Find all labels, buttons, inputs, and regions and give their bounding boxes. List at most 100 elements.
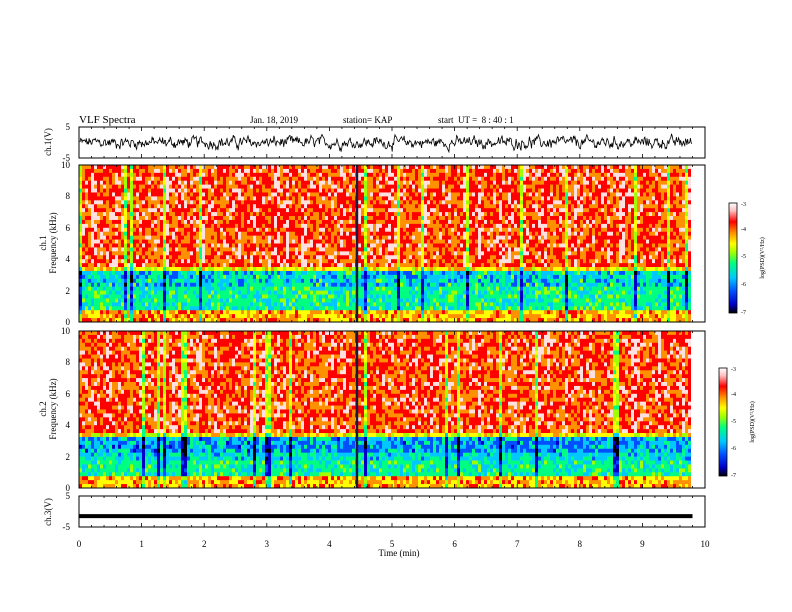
spectrogram-cell [136, 239, 139, 244]
spectrogram-cell [247, 286, 250, 291]
spectrogram-cell [430, 243, 433, 248]
spectrogram-cell [409, 259, 412, 264]
spectrogram-cell [250, 251, 253, 256]
spectrogram-cell [328, 267, 331, 272]
spectrogram-cell [280, 200, 283, 205]
spectrogram-cell [262, 274, 265, 280]
spectrogram-cell [172, 168, 175, 174]
spectrogram-cell [418, 180, 421, 185]
spectrogram-cell [373, 196, 376, 201]
spectrogram-cell [118, 314, 121, 319]
spectrogram-cell [127, 216, 130, 221]
spectrogram-cell [205, 231, 208, 236]
spectrogram-cell [250, 172, 253, 178]
spectrogram-cell [214, 243, 217, 248]
spectrogram-cell [214, 223, 217, 229]
spectrogram-cell [298, 302, 301, 307]
spectrogram-cell [265, 212, 268, 217]
spectrogram-cell [274, 223, 277, 229]
spectrogram-cell [94, 212, 97, 217]
spectrogram-cell [190, 243, 193, 248]
spectrogram-cell [289, 235, 292, 240]
spectrogram-cell [130, 192, 133, 197]
spectrogram-cell [193, 235, 196, 240]
spectrogram-cell [271, 274, 274, 280]
spectrogram-cell [178, 282, 181, 287]
spectrogram-cell [211, 255, 214, 260]
spectrogram-cell [85, 298, 88, 303]
spectrogram-cell [88, 243, 91, 248]
spectrogram-cell [112, 255, 115, 260]
spectrogram-cell [409, 306, 412, 311]
spectrogram-cell [409, 180, 412, 185]
spectrogram-cell [382, 196, 385, 201]
spectrogram-cell [193, 270, 196, 276]
spectrogram-cell [334, 270, 337, 276]
spectrogram-cell [214, 168, 217, 174]
spectrogram-cell [424, 172, 427, 178]
spectrogram-cell [340, 274, 343, 280]
spectrogram-cell [178, 298, 181, 303]
spectrogram-cell [88, 302, 91, 307]
spectrogram-cell [103, 278, 106, 284]
spectrogram-cell [112, 188, 115, 193]
spectrogram-cell [139, 310, 142, 315]
spectrogram-cell [187, 176, 190, 181]
spectrogram-cell [178, 310, 181, 315]
spectrogram-cell [259, 278, 262, 284]
spectrogram-cell [88, 318, 91, 323]
spectrogram-cell [106, 306, 109, 311]
spectrogram-cell [223, 318, 226, 323]
spectrogram-cell [214, 235, 217, 240]
spectrogram-cell [442, 216, 445, 221]
spectrogram-cell [337, 227, 340, 233]
spectrogram-cell [397, 208, 400, 213]
spectrogram-cell [142, 227, 145, 233]
spectrogram-cell [229, 318, 232, 323]
spectrogram-cell [181, 286, 184, 291]
spectrogram-cell [172, 184, 175, 189]
spectrogram-cell [235, 172, 238, 178]
spectrogram-cell [229, 278, 232, 284]
spectrogram-cell [247, 204, 250, 209]
spectrogram-cell [265, 270, 268, 276]
spectrogram-cell [382, 204, 385, 209]
spectrogram-cell [316, 290, 319, 295]
spectrogram-cell [406, 231, 409, 236]
spectrogram-cell [199, 263, 202, 268]
spectrogram-cell [445, 243, 448, 248]
spectrogram-cell [346, 227, 349, 233]
spectrogram-cell [271, 255, 274, 260]
spectrogram-cell [319, 306, 322, 311]
spectrogram-cell [196, 310, 199, 315]
spectrogram-cell [190, 278, 193, 284]
spectrogram-cell [115, 274, 118, 280]
spectrogram-cell [130, 223, 133, 229]
spectrogram-cell [187, 247, 190, 252]
spectrogram-cell [91, 251, 94, 256]
spectrogram-cell [85, 255, 88, 260]
spectrogram-cell [319, 208, 322, 213]
spectrogram-cell [202, 227, 205, 233]
spectrogram-cell [133, 239, 136, 244]
spectrogram-cell [157, 172, 160, 178]
spectrogram-cell [226, 278, 229, 284]
spectrogram-cell [379, 223, 382, 229]
spectrogram-cell [94, 208, 97, 213]
spectrogram-cell [88, 219, 91, 225]
spectrogram-cell [439, 310, 442, 315]
spectrogram-cell [397, 255, 400, 260]
spectrogram-cell [331, 259, 334, 264]
spectrogram-cell [109, 255, 112, 260]
spectrogram-cell [118, 204, 121, 209]
spectrogram-cell [229, 282, 232, 287]
spectrogram-cell [376, 270, 379, 276]
spectrogram-cell [112, 165, 115, 170]
spectrogram-cell [334, 212, 337, 217]
spectrogram-cell [397, 274, 400, 280]
spectrogram-cell [79, 172, 82, 178]
spectrogram-cell [100, 196, 103, 201]
spectrogram-cell [277, 270, 280, 276]
spectrogram-cell [325, 270, 328, 276]
spectrogram-cell [250, 274, 253, 280]
